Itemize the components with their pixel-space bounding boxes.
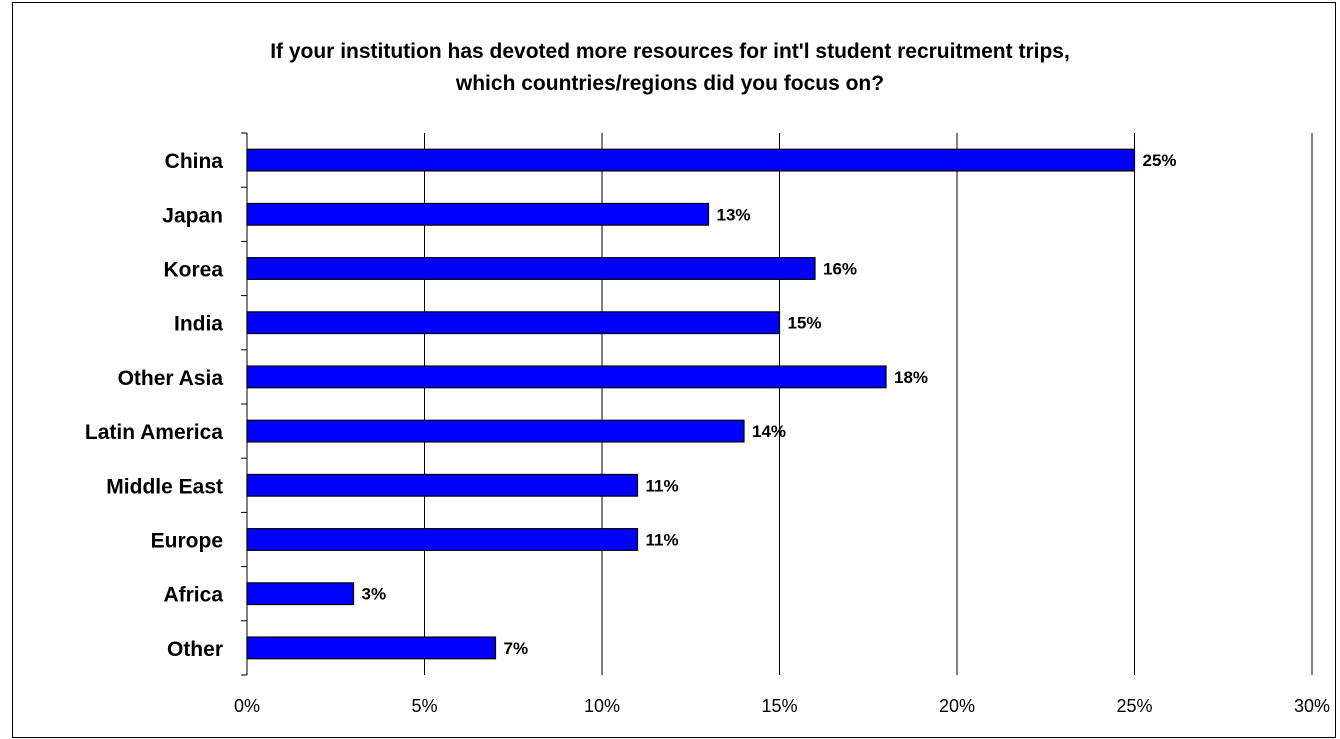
category-label: Korea xyxy=(163,259,223,282)
bar-other-asia xyxy=(246,365,887,389)
x-tick-label-15: 15% xyxy=(761,696,797,716)
data-label: 25% xyxy=(1143,151,1177,170)
category-label: Middle East xyxy=(106,475,223,498)
data-label: 13% xyxy=(717,205,751,224)
bar-korea xyxy=(246,257,816,280)
data-label: 11% xyxy=(646,531,679,550)
data-label: 11% xyxy=(646,476,679,495)
axes xyxy=(241,132,248,676)
data-label: 7% xyxy=(504,639,529,658)
bar-india xyxy=(246,311,781,335)
x-tick-label-0: 0% xyxy=(234,696,260,716)
category-label: Japan xyxy=(162,204,223,227)
bar-latin-america xyxy=(246,419,745,443)
x-tick-label-10: 10% xyxy=(584,696,620,716)
category-label: Africa xyxy=(163,584,223,607)
bar-europe xyxy=(246,528,639,551)
data-label: 16% xyxy=(823,260,857,279)
bar-other xyxy=(246,636,497,660)
chart-title: If your institution has devoted more res… xyxy=(0,36,1340,100)
data-label: 18% xyxy=(894,368,928,387)
category-label: Europe xyxy=(151,530,223,553)
category-label: Other Asia xyxy=(118,367,224,390)
category-label: Other xyxy=(167,638,223,661)
x-tick-label-20: 20% xyxy=(939,696,975,716)
x-tick-label-25: 25% xyxy=(1116,696,1152,716)
data-label: 15% xyxy=(788,314,822,333)
bars xyxy=(246,148,1136,660)
labels: 0% 5% 10% 15% 20% 25% 30% China 25% Japan 13% Korea… xyxy=(85,150,1330,716)
category-label: India xyxy=(174,313,223,336)
category-label: China xyxy=(165,150,224,173)
x-tick-label-5: 5% xyxy=(411,696,437,716)
bar-africa xyxy=(246,582,355,606)
chart-title-line-1: If your institution has devoted more res… xyxy=(270,40,1070,63)
bar-middle-east xyxy=(246,473,639,497)
data-label: 14% xyxy=(752,422,786,441)
bar-japan xyxy=(246,202,710,226)
data-label: 3% xyxy=(362,585,387,604)
category-label: Latin America xyxy=(85,421,223,444)
x-tick-label-30: 30% xyxy=(1294,696,1330,716)
chart-title-line-2: which countries/regions did you focus on… xyxy=(455,72,885,95)
bar-china xyxy=(246,148,1136,172)
